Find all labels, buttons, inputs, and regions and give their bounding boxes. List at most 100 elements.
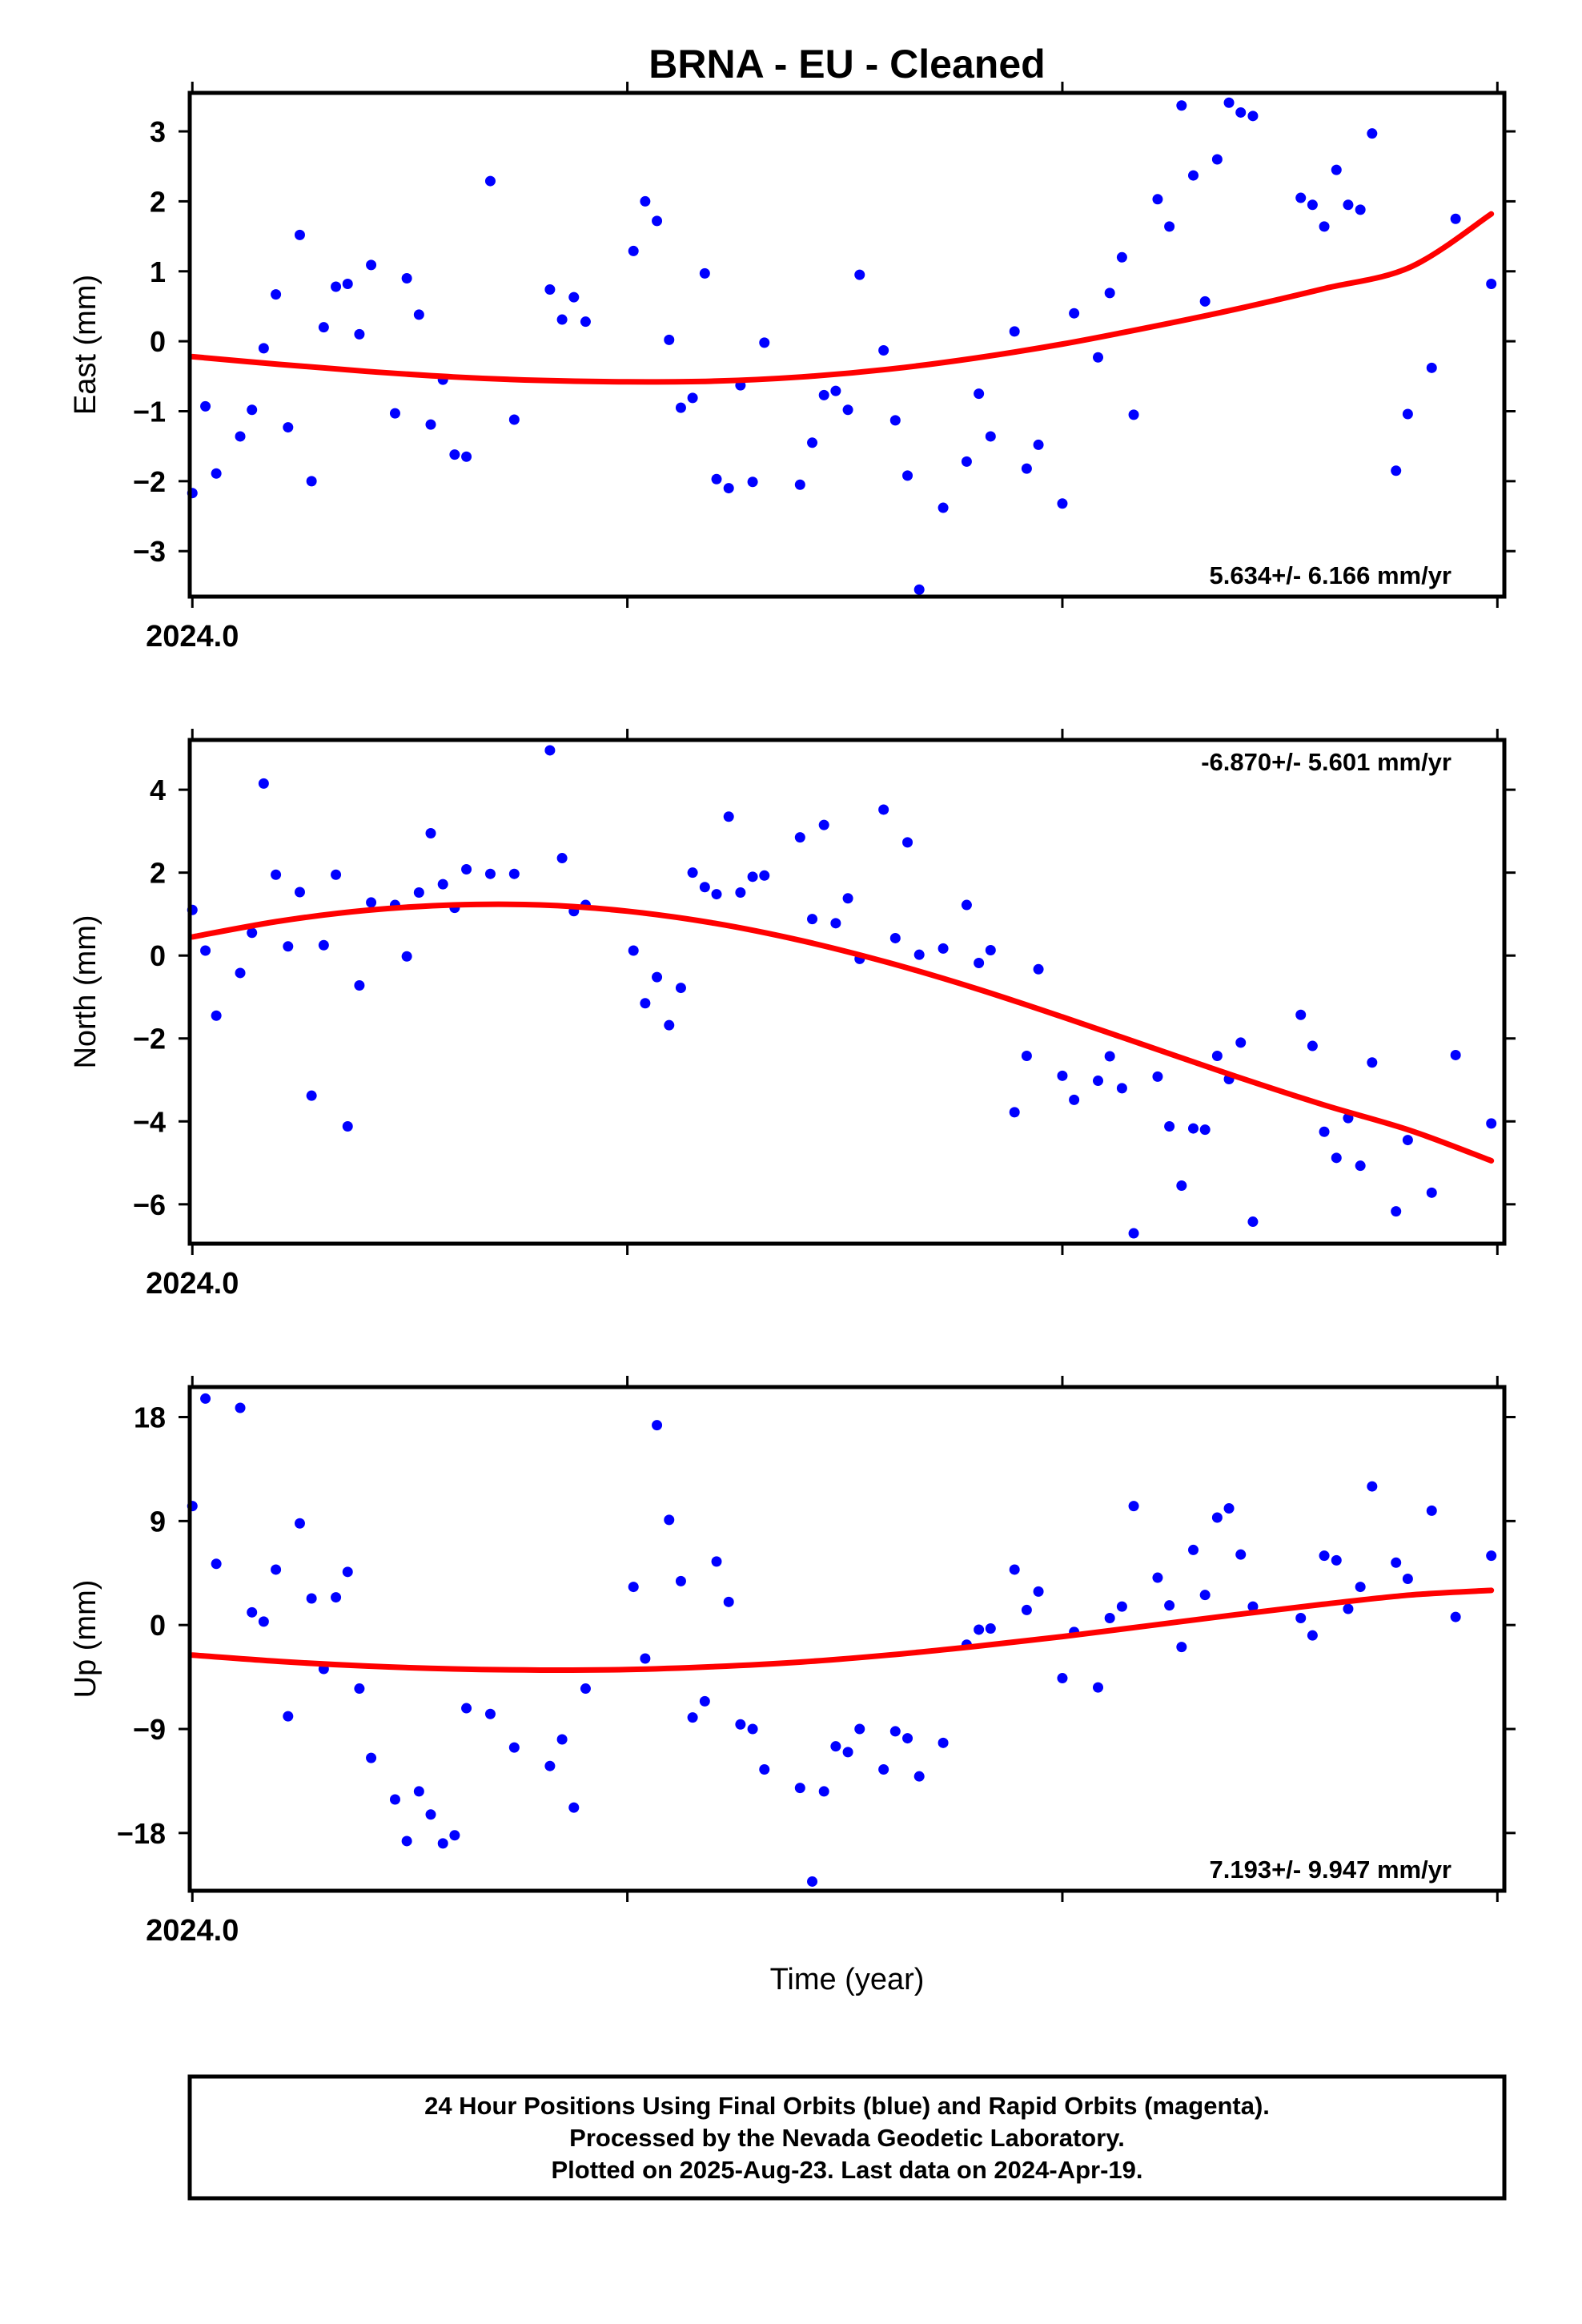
data-point <box>794 479 805 490</box>
data-point <box>1164 1120 1175 1132</box>
data-point <box>331 281 342 292</box>
data-point <box>794 832 805 843</box>
data-point <box>306 476 317 487</box>
data-point <box>1486 1118 1497 1129</box>
data-point <box>1009 1564 1020 1575</box>
y-tick-label: 0 <box>150 325 166 358</box>
data-point <box>1355 204 1366 215</box>
data-point <box>1069 308 1080 319</box>
data-point <box>271 1564 282 1575</box>
data-point <box>1307 1630 1318 1641</box>
data-point <box>878 1764 889 1775</box>
data-point <box>401 273 412 284</box>
data-point <box>508 414 520 425</box>
y-axis-label: Up (mm) <box>69 1580 102 1699</box>
data-point <box>366 259 377 271</box>
data-point <box>544 745 556 756</box>
data-point <box>283 941 294 952</box>
data-point <box>556 314 568 325</box>
data-point <box>985 1623 996 1634</box>
data-point <box>628 945 639 956</box>
data-point <box>1331 1554 1342 1566</box>
data-point <box>961 456 972 467</box>
panel-2: −6 −4 −2 0 2 4 2024.0 North (mm) -6.870+/- 5.601… <box>69 729 1516 1301</box>
data-point <box>1295 1009 1307 1020</box>
data-point <box>258 1616 269 1627</box>
data-point <box>1152 194 1163 205</box>
data-point <box>283 422 294 433</box>
footer-box <box>187 2074 1507 2201</box>
data-point <box>1426 362 1437 373</box>
data-point <box>747 871 758 883</box>
data-point <box>913 949 925 960</box>
data-point <box>1188 1544 1199 1555</box>
velocity-label: 5.634+/- 6.166 mm/yr <box>1210 561 1452 589</box>
data-point <box>294 887 305 898</box>
data-point <box>580 1683 591 1695</box>
data-point <box>1152 1071 1163 1082</box>
data-point <box>1104 287 1115 299</box>
data-point <box>1486 1550 1497 1562</box>
data-point <box>1319 1126 1330 1137</box>
data-point <box>735 887 746 899</box>
data-point <box>1116 1601 1127 1612</box>
data-point <box>235 967 246 979</box>
x-axis-label: Time (year) <box>770 1963 925 1996</box>
data-point <box>878 804 889 815</box>
data-point <box>889 415 901 426</box>
data-point <box>449 1830 460 1841</box>
data-point <box>1247 1601 1259 1612</box>
data-point <box>1176 100 1187 111</box>
y-tick-label: −2 <box>133 1023 166 1055</box>
data-point <box>878 344 889 356</box>
data-point <box>1199 296 1211 307</box>
data-point <box>794 1783 805 1794</box>
data-point <box>1199 1590 1211 1601</box>
y-tick-label: −4 <box>133 1105 166 1138</box>
y-tick-label: 2 <box>150 857 166 890</box>
data-point <box>1331 1152 1342 1164</box>
data-point <box>664 1019 675 1031</box>
y-tick-label: −1 <box>133 395 166 428</box>
data-point <box>759 337 770 348</box>
data-point <box>830 918 841 929</box>
data-point <box>331 1592 342 1603</box>
data-point <box>211 1010 222 1021</box>
data-point <box>735 1719 746 1730</box>
data-point <box>902 837 913 848</box>
data-point <box>687 392 698 404</box>
data-point <box>1486 278 1497 289</box>
data-point <box>902 470 913 481</box>
data-point <box>211 1558 222 1570</box>
data-point <box>974 1624 985 1635</box>
data-point <box>247 404 258 416</box>
data-point <box>247 927 258 939</box>
data-point <box>830 385 841 396</box>
data-point <box>366 897 377 908</box>
data-point <box>1235 1549 1247 1560</box>
data-point <box>1391 465 1402 476</box>
data-point <box>1199 1124 1211 1136</box>
data-point <box>1343 199 1354 211</box>
data-point <box>628 245 639 256</box>
footer-line-3: Plotted on 2025-Aug-23. Last data on 202… <box>551 2156 1142 2184</box>
data-point <box>1211 1512 1223 1523</box>
data-point <box>544 283 556 295</box>
panel-1: −3 −2 −1 0 1 2 3 2024.0 East (mm) 5.634+/- 6.166 … <box>69 82 1516 653</box>
data-point <box>389 1794 400 1805</box>
data-point <box>1391 1206 1402 1217</box>
data-point <box>1104 1051 1115 1062</box>
panel-3: −18 −9 0 9 18 2024.0 Up (mm) 7.193+/- 9.947 mm/… <box>69 1376 1516 1948</box>
data-point <box>1164 1600 1175 1611</box>
y-tick-label: 3 <box>150 115 166 148</box>
data-point <box>461 864 472 875</box>
data-point <box>1188 170 1199 181</box>
data-point <box>211 468 222 479</box>
data-point <box>1033 1586 1044 1597</box>
data-point <box>1247 1216 1259 1228</box>
data-point <box>306 1593 317 1604</box>
data-point <box>974 388 985 400</box>
data-point <box>437 879 448 890</box>
data-point <box>818 819 829 830</box>
